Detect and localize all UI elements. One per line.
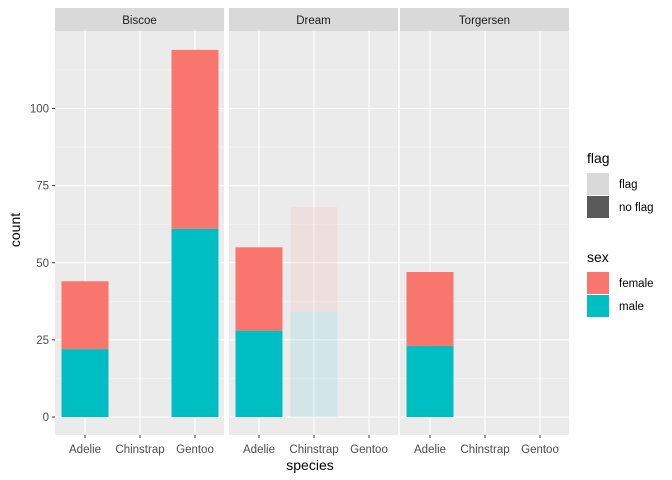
- bar-male-adelie: [406, 346, 454, 417]
- y-tick-label: 75: [36, 181, 49, 193]
- bar-female-adelie: [235, 247, 283, 331]
- legend-title: sex: [587, 249, 609, 265]
- bar-male-adelie: [235, 330, 283, 417]
- bar-female-adelie: [61, 281, 109, 350]
- bar-female-gentoo: [171, 49, 219, 229]
- y-tick-label: 0: [43, 412, 49, 424]
- y-tick-label: 25: [36, 335, 49, 347]
- y-axis-title: count: [7, 213, 23, 247]
- y-tick-label: 50: [36, 258, 49, 270]
- x-tick-label: Chinstrap: [115, 444, 164, 456]
- x-tick-label: Gentoo: [350, 444, 388, 456]
- bar-male-adelie: [61, 349, 109, 417]
- bar-female-chinstrap: [290, 207, 338, 313]
- legend-label: male: [619, 301, 644, 313]
- facet-torgersen: Torgersen Adelie Chinstrap Gentoo: [400, 8, 569, 456]
- legend-label: flag: [619, 179, 638, 191]
- facet-strip: [400, 8, 569, 31]
- x-tick-label: Gentoo: [521, 444, 559, 456]
- bar-male-gentoo: [171, 228, 219, 417]
- legend-swatch: [587, 173, 609, 195]
- bar-male-chinstrap: [290, 312, 338, 417]
- legend-title: flag: [587, 150, 610, 166]
- facet-strip: [229, 8, 398, 31]
- x-tick-label: Adelie: [243, 444, 275, 456]
- x-tick-label: Adelie: [69, 444, 101, 456]
- x-tick-label: Adelie: [414, 444, 446, 456]
- y-tick-label: 100: [30, 104, 49, 116]
- x-tick-label: Chinstrap: [289, 444, 338, 456]
- legend-label: no flag: [619, 202, 654, 214]
- facet-biscoe: Biscoe Adelie Chinstrap Gentoo: [55, 8, 224, 456]
- x-tick-label: Chinstrap: [460, 444, 509, 456]
- x-axis-title: species: [286, 457, 333, 473]
- legend-swatch: [587, 295, 609, 317]
- facet-panels: Biscoe Adelie Chinstrap Gentoo Dream Adelie Ch…: [30, 8, 569, 456]
- facet-strip-label: Biscoe: [122, 15, 157, 27]
- legend-label: female: [619, 278, 654, 290]
- legend-swatch: [587, 196, 609, 218]
- facet-dream: Dream Adelie Chinstrap Gentoo: [229, 8, 398, 456]
- x-tick-label: Gentoo: [176, 444, 214, 456]
- facet-strip-label: Dream: [296, 15, 331, 27]
- bar-female-adelie: [406, 272, 454, 347]
- facet-strip: [55, 8, 224, 31]
- facet-strip-label: Torgersen: [459, 15, 510, 27]
- legends: flag flag no flag sex female male: [587, 150, 654, 317]
- legend-swatch: [587, 272, 609, 294]
- legend-flag: flag flag no flag: [587, 150, 654, 218]
- legend-sex: sex female male: [587, 249, 654, 317]
